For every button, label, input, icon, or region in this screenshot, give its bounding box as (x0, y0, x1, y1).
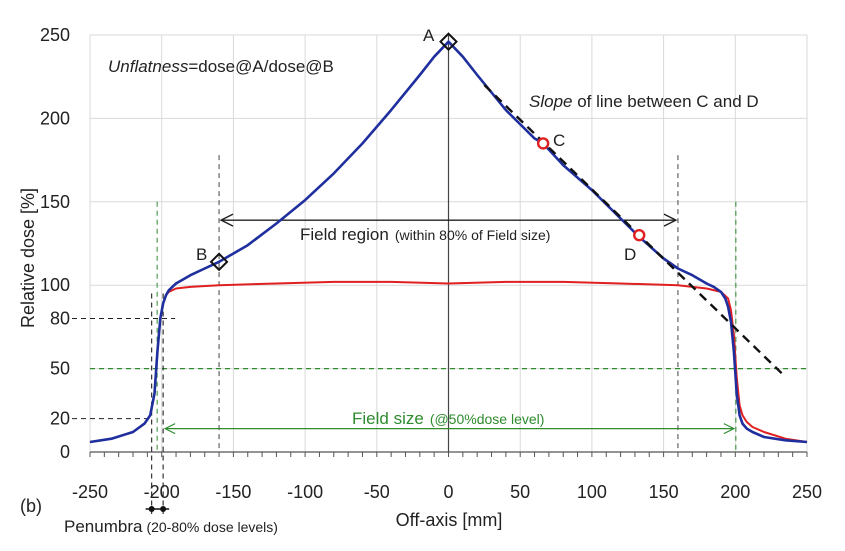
x-tick-label: 150 (649, 482, 679, 502)
y-tick-label: 0 (60, 442, 70, 462)
point-marker-b (209, 252, 229, 272)
penumbra-dot-right (160, 506, 167, 512)
y-tick-label: 100 (40, 275, 70, 295)
y-tick-label: 50 (50, 359, 70, 379)
panel-label: (b) (20, 496, 42, 516)
slope-line (483, 84, 787, 378)
x-axis-title: Off-axis [mm] (396, 510, 503, 530)
point-marker-d (633, 228, 646, 242)
x-tick-label: 250 (792, 482, 822, 502)
point-label-d: D (624, 245, 636, 264)
x-tick-label: -250 (72, 482, 108, 502)
y-tick-label: 200 (40, 108, 70, 128)
series-line-primary (89, 40, 808, 444)
slope-annotation: Slope of line between C and D (529, 92, 759, 111)
point-markers (209, 32, 646, 272)
x-tick-label: 200 (720, 482, 750, 502)
x-tick-label: -200 (144, 482, 180, 502)
y-extra-tick-label: 20 (50, 409, 70, 429)
field-size-arrowhead-right (723, 423, 736, 435)
x-tick-label: -150 (215, 482, 251, 502)
point-label-c: C (553, 131, 565, 150)
point-label-b: B (196, 245, 207, 264)
y-axis-title: Relative dose [%] (18, 188, 38, 328)
field-region-arrowhead-right (663, 213, 678, 227)
x-tick-label: 0 (443, 482, 453, 502)
point-marker-a (439, 32, 458, 52)
point-marker-c (536, 137, 550, 150)
series-layer (89, 40, 808, 444)
guide-lines (72, 155, 807, 514)
point-label-a: A (423, 26, 435, 45)
y-tick-label: 250 (40, 25, 70, 45)
x-tick-label: -50 (364, 482, 390, 502)
field-region-annotation: Field region (within 80% of Field size) (300, 225, 550, 244)
tick-labels: -250 -200 -150 -100 -50 0 50 100 150 200 250 0 50 100… (40, 25, 822, 502)
field-size-annotation: Field size (@50%dose level) (352, 409, 544, 428)
field-region-arrowhead-left (219, 213, 234, 227)
y-tick-label: 150 (40, 192, 70, 212)
x-tick-label: 100 (577, 482, 607, 502)
y-extra-tick-label: 80 (50, 309, 70, 329)
unflatness-annotation: Unflatness=dose@A/dose@B (108, 57, 334, 76)
x-tick-label: 50 (510, 482, 530, 502)
field-size-arrowhead-left (163, 423, 176, 435)
x-tick-label: -100 (287, 482, 323, 502)
penumbra-annotation: Penumbra (20-80% dose levels) (64, 517, 278, 536)
penumbra-dot-left (148, 506, 155, 512)
